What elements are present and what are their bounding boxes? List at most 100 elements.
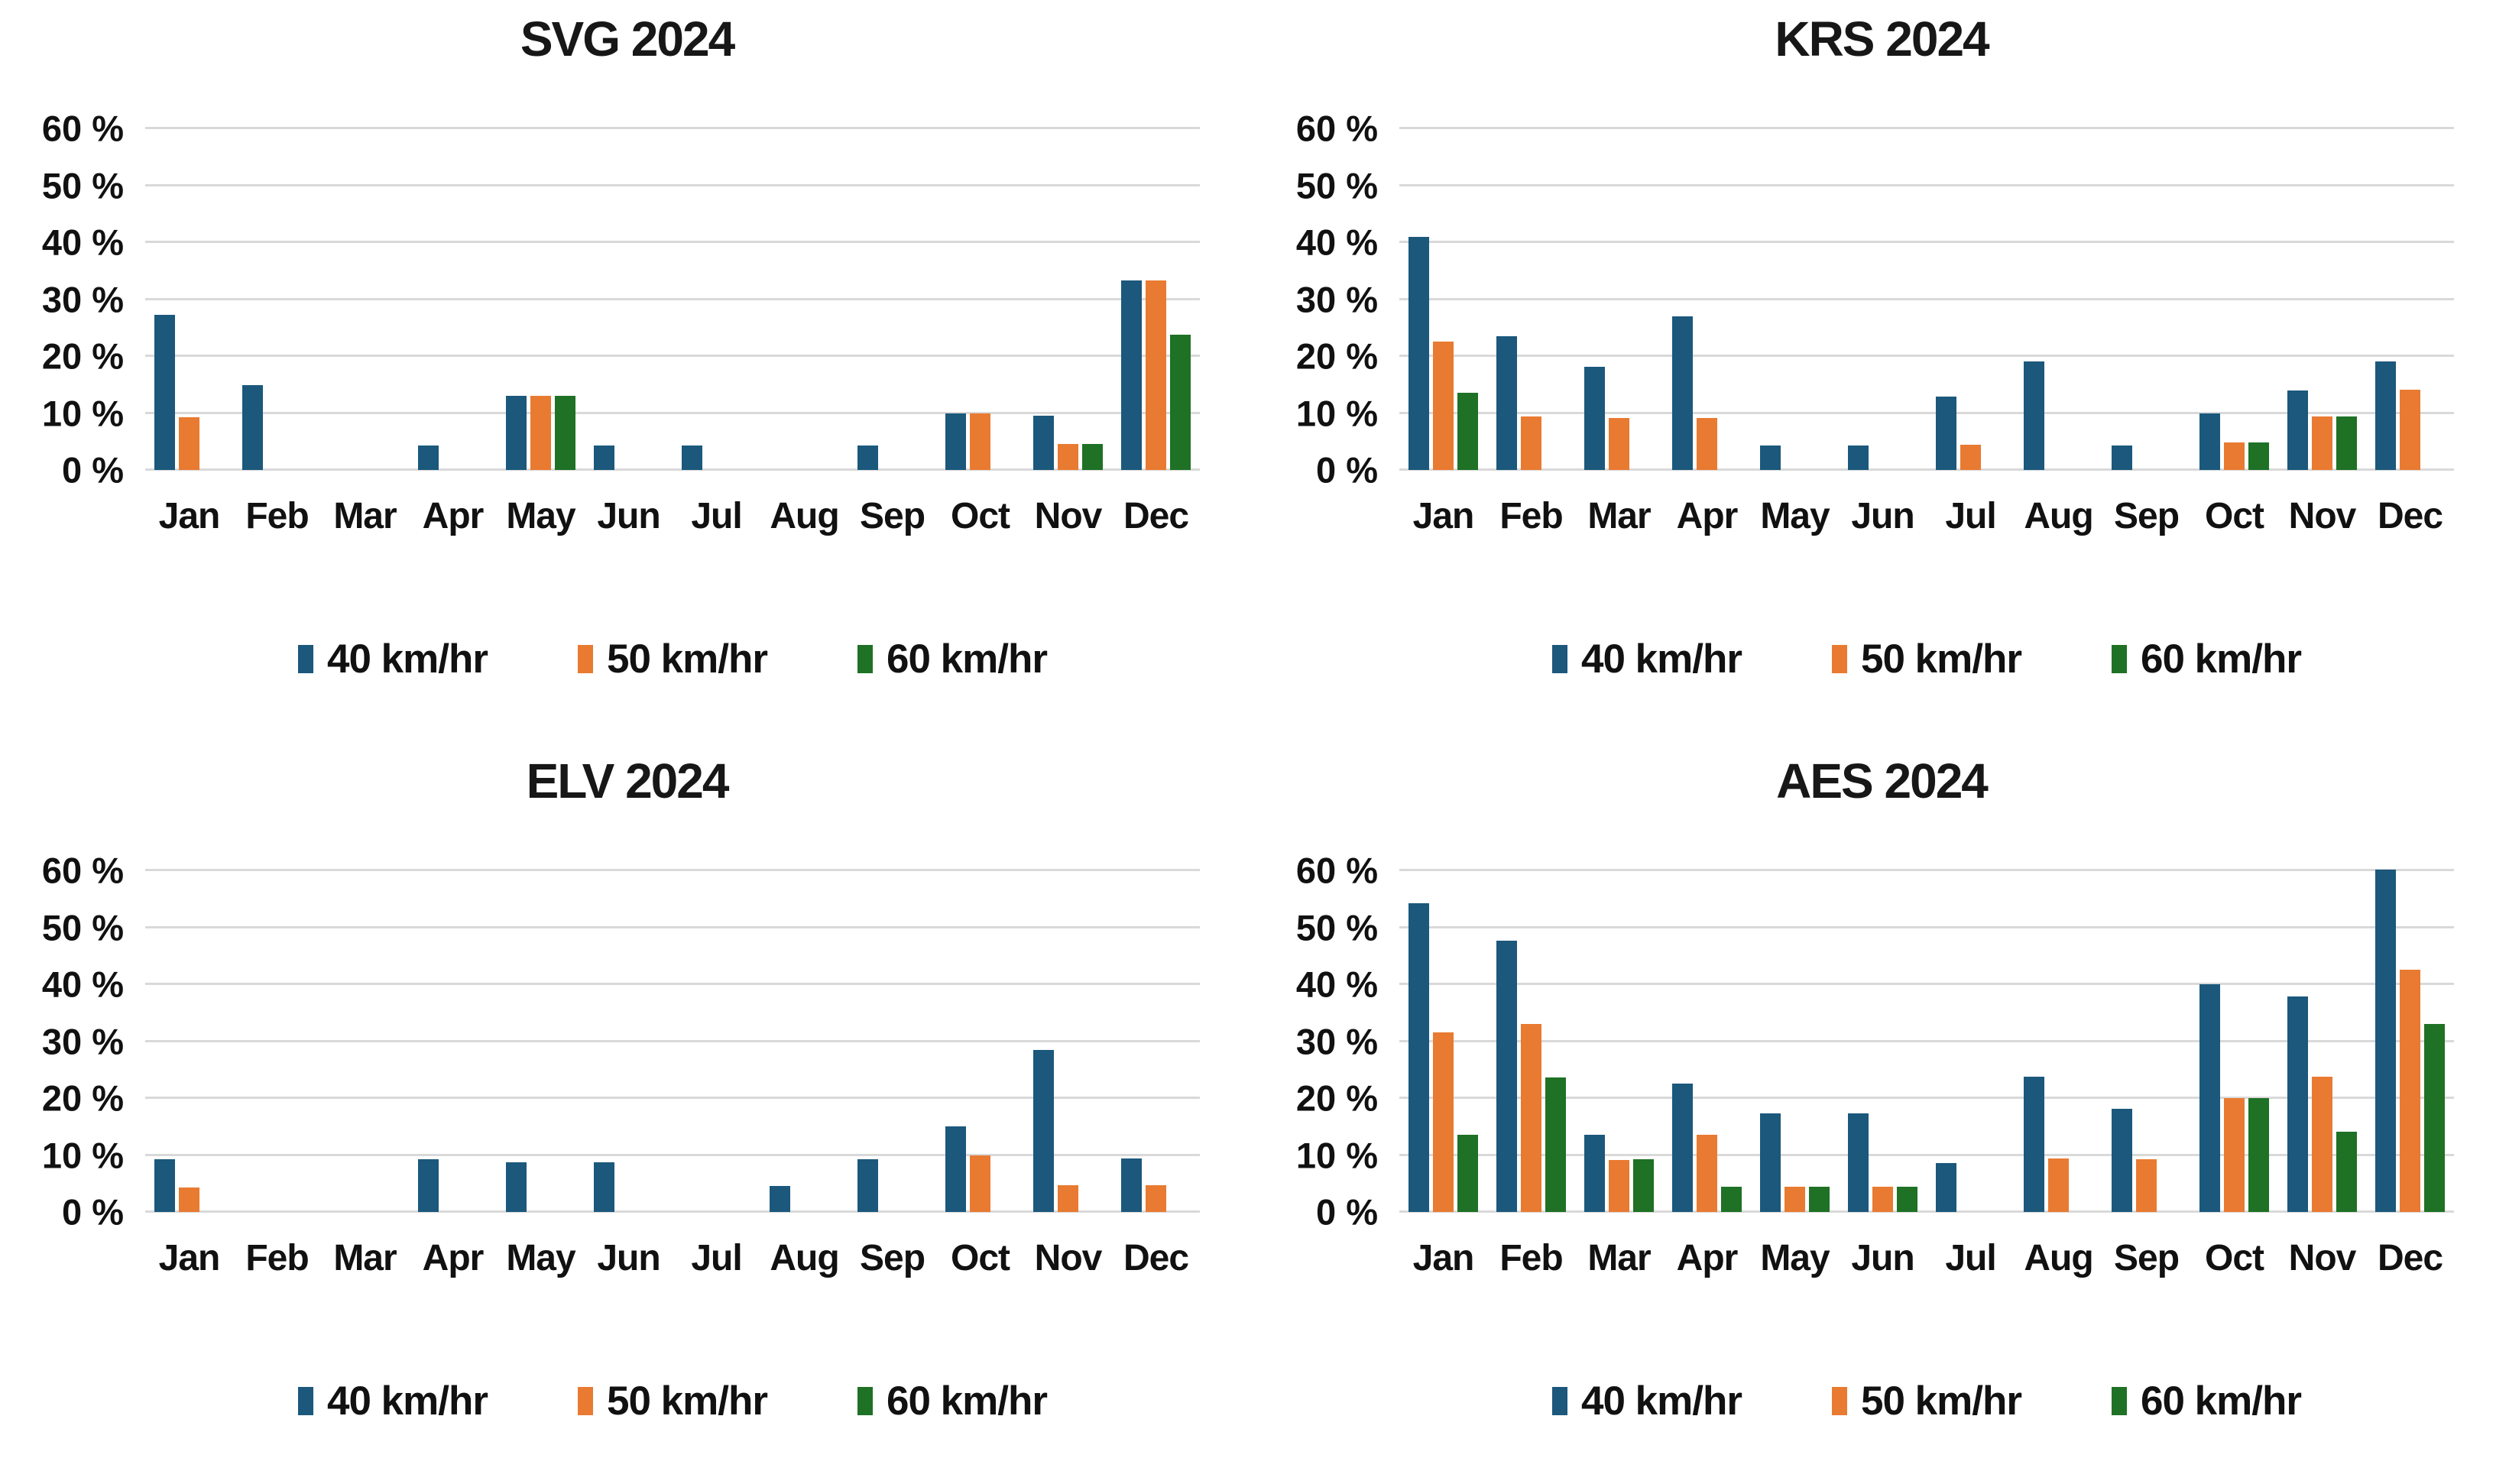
bar-dec-50kmhr <box>1146 280 1166 470</box>
gridline <box>1399 1210 2454 1213</box>
bar-may-60kmhr <box>1809 1187 1830 1212</box>
bar-group-jun <box>585 870 673 1212</box>
bar-dec-40kmhr <box>2375 361 2396 470</box>
x-tick-label-nov: Nov <box>1034 1238 1103 1278</box>
x-tick-label-jun: Jun <box>597 496 660 536</box>
bar-group-feb <box>233 128 321 470</box>
legend-item-60kmhr: 60 km/hr <box>857 1378 1048 1424</box>
y-tick-label: 40 % <box>41 964 124 1005</box>
bar-nov-40kmhr <box>1033 1049 1054 1212</box>
x-tick-label-dec: Dec <box>1123 1238 1189 1278</box>
legend: 40 km/hr 50 km/hr 60 km/hr <box>145 1378 1200 1424</box>
bar-oct-40kmhr <box>2199 413 2220 470</box>
bar-group-aug <box>2015 128 2102 470</box>
bar-jan-40kmhr <box>1408 903 1429 1212</box>
bar-jul-40kmhr <box>1936 1162 1956 1212</box>
x-tick-label-feb: Feb <box>245 1238 309 1278</box>
bar-nov-60kmhr <box>2336 1131 2357 1212</box>
legend-swatch-icon <box>1551 645 1567 673</box>
bar-group-feb <box>233 870 321 1212</box>
bar-jan-40kmhr <box>1408 236 1429 470</box>
y-tick-label: 40 % <box>1295 222 1378 263</box>
legend-swatch-icon <box>577 645 593 673</box>
y-tick-label: 20 % <box>1295 335 1378 377</box>
bar-nov-60kmhr <box>1082 444 1103 470</box>
y-tick-label: 40 % <box>1295 964 1378 1005</box>
bar-apr-40kmhr <box>1672 1084 1693 1212</box>
legend-item-60kmhr: 60 km/hr <box>857 636 1048 682</box>
bar-sep-50kmhr <box>2136 1159 2157 1212</box>
bar-apr-40kmhr <box>418 445 439 470</box>
y-tick-label: 20 % <box>1295 1077 1378 1119</box>
chart-title: KRS 2024 <box>1775 11 1989 66</box>
bar-oct-50kmhr <box>970 413 990 470</box>
bar-jan-50kmhr <box>1433 1032 1454 1212</box>
y-tick-label: 30 % <box>1295 1021 1378 1061</box>
bar-sep-40kmhr <box>857 1159 878 1212</box>
gridline <box>145 1153 1200 1156</box>
bar-apr-50kmhr <box>1697 418 1717 470</box>
bar-group-sep <box>848 870 936 1212</box>
bar-group-apr <box>1663 128 1751 470</box>
gridline <box>145 869 1200 871</box>
legend: 40 km/hr 50 km/hr 60 km/hr <box>1399 1378 2454 1424</box>
y-tick-label: 60 % <box>41 108 124 149</box>
plot-area: 0 % 10 % 20 % 30 % 40 % 50 % 60 % <box>42 109 1200 491</box>
chart-panel-elv-2024: ELV 2024 0 % 10 % 20 % 30 % 40 % 50 % 60 % Jan… <box>0 742 1254 1484</box>
bar-may-40kmhr <box>1760 445 1781 470</box>
gridline <box>145 1097 1200 1100</box>
bar-group-may <box>497 870 585 1212</box>
chart-panel-svg-2024: SVG 2024 0 % 10 % 20 % 30 % 40 % 50 % 60 % Jan… <box>0 0 1254 742</box>
bar-group-dec <box>1112 128 1200 470</box>
bar-group-mar <box>1575 870 1663 1212</box>
x-tick-label-oct: Oct <box>2204 496 2264 536</box>
bar-group-jan <box>145 128 233 470</box>
bar-group-oct <box>936 128 1024 470</box>
y-tick-label: 10 % <box>41 1135 124 1176</box>
bar-aug-40kmhr <box>2024 361 2044 470</box>
x-tick-label-aug: Aug <box>770 496 839 536</box>
legend-label: 60 km/hr <box>2141 637 2302 682</box>
legend-item-40kmhr: 40 km/hr <box>297 1378 488 1424</box>
x-tick-label-feb: Feb <box>1499 496 1563 536</box>
gridline <box>1399 241 2454 244</box>
x-tick-label-oct: Oct <box>950 1238 1010 1278</box>
legend-label: 40 km/hr <box>326 637 488 682</box>
y-tick-label: 50 % <box>1295 165 1378 206</box>
gridline <box>145 355 1200 358</box>
bar-feb-40kmhr <box>242 385 263 470</box>
x-tick-label-mar: Mar <box>1587 1238 1651 1278</box>
y-tick-label: 50 % <box>41 907 124 948</box>
bar-group-may <box>1751 870 1839 1212</box>
bar-jun-60kmhr <box>1897 1187 1917 1212</box>
bar-aug-40kmhr <box>2024 1077 2044 1212</box>
x-tick-label-aug: Aug <box>2024 496 2093 536</box>
bar-mar-60kmhr <box>1633 1159 1654 1212</box>
x-tick-label-jan: Jan <box>158 1238 221 1278</box>
x-tick-label-feb: Feb <box>245 496 309 536</box>
bar-jan-60kmhr <box>1457 393 1478 470</box>
x-tick-label-sep: Sep <box>2113 1238 2180 1278</box>
legend-item-40kmhr: 40 km/hr <box>297 636 488 682</box>
bar-group-oct <box>2190 870 2278 1212</box>
gridline <box>1399 355 2454 358</box>
bar-nov-40kmhr <box>1033 416 1054 470</box>
legend-label: 60 km/hr <box>2141 1379 2302 1424</box>
x-axis-labels: Jan Feb Mar Apr May Jun Jul Aug Sep Oct Nov Dec <box>145 495 1200 537</box>
bar-dec-40kmhr <box>1121 1158 1142 1212</box>
gridline <box>1399 925 2454 928</box>
bar-aug-50kmhr <box>2048 1158 2069 1212</box>
y-tick-label: 10 % <box>1295 393 1378 434</box>
legend-swatch-icon <box>857 1387 873 1415</box>
bar-sep-40kmhr <box>2112 1109 2132 1212</box>
bar-group-apr <box>409 870 497 1212</box>
bar-may-40kmhr <box>506 396 527 470</box>
bar-oct-50kmhr <box>970 1155 990 1212</box>
legend-item-50kmhr: 50 km/hr <box>1831 1378 2022 1424</box>
bar-oct-40kmhr <box>2199 984 2220 1212</box>
bar-dec-50kmhr <box>2400 389 2420 470</box>
bar-group-jan <box>145 870 233 1212</box>
x-tick-label-jan: Jan <box>1412 496 1475 536</box>
bar-nov-60kmhr <box>2336 416 2357 470</box>
plot-area: 0 % 10 % 20 % 30 % 40 % 50 % 60 % <box>1296 109 2454 491</box>
